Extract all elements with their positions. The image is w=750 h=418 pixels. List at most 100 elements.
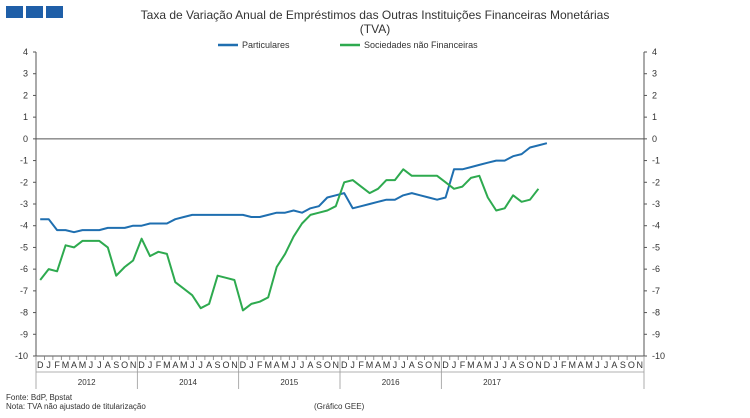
x-tick-label: A [105, 360, 111, 370]
y-tick-label-left: 2 [23, 90, 28, 100]
note-text: Nota: TVA não ajustado de titularização [6, 402, 146, 411]
x-tick-label: S [620, 360, 626, 370]
y-tick-label-right: -10 [652, 351, 665, 361]
x-tick-label: J [46, 360, 51, 370]
x-tick-label: A [476, 360, 482, 370]
x-tick-label: M [281, 360, 289, 370]
x-tick-label: J [249, 360, 254, 370]
y-tick-label-right: -1 [652, 156, 660, 166]
x-tick-label: S [417, 360, 423, 370]
x-tick-label: J [97, 360, 102, 370]
x-tick-label: D [138, 360, 145, 370]
year-label: 2015 [280, 378, 298, 387]
x-tick-label: F [561, 360, 567, 370]
y-tick-label-left: -8 [20, 308, 28, 318]
x-tick-label: M [568, 360, 576, 370]
x-tick-label: S [316, 360, 322, 370]
y-tick-label-right: -5 [652, 242, 660, 252]
source-note: Fonte: BdP, Bpstat Nota: TVA não ajustad… [6, 393, 146, 411]
x-tick-label: O [222, 360, 229, 370]
x-tick-label: M [163, 360, 171, 370]
x-tick-label: N [231, 360, 238, 370]
x-tick-label: S [113, 360, 119, 370]
x-tick-label: A [510, 360, 516, 370]
x-tick-label: O [121, 360, 128, 370]
x-tick-label: S [215, 360, 221, 370]
logo-block [26, 6, 43, 18]
x-tick-label: J [553, 360, 558, 370]
x-tick-label: D [544, 360, 551, 370]
x-tick-label: M [585, 360, 593, 370]
x-tick-label: A [71, 360, 77, 370]
logo-block [6, 6, 23, 18]
x-tick-label: J [452, 360, 457, 370]
y-tick-label-left: 0 [23, 134, 28, 144]
x-tick-label: J [350, 360, 355, 370]
y-tick-label-right: -6 [652, 264, 660, 274]
source-text: Fonte: BdP, Bpstat [6, 393, 73, 402]
x-tick-label: A [611, 360, 617, 370]
y-tick-label-left: -5 [20, 242, 28, 252]
year-label: 2017 [483, 378, 501, 387]
x-tick-label: A [274, 360, 280, 370]
y-tick-label-right: -7 [652, 286, 660, 296]
y-tick-label-right: -9 [652, 329, 660, 339]
logo-block [46, 6, 63, 18]
series-line-sociedades [39, 168, 540, 312]
x-tick-label: D [341, 360, 348, 370]
x-tick-label: J [595, 360, 600, 370]
y-tick-label-right: 3 [652, 69, 657, 79]
x-tick-label: A [172, 360, 178, 370]
y-tick-label-left: -10 [15, 351, 28, 361]
x-tick-label: A [375, 360, 381, 370]
x-tick-label: A [409, 360, 415, 370]
x-tick-label: S [519, 360, 525, 370]
chart-title-line2: (TVA) [359, 22, 391, 36]
y-tick-label-left: -3 [20, 199, 28, 209]
year-label: 2012 [78, 378, 96, 387]
y-tick-label-left: -6 [20, 264, 28, 274]
legend-label: Sociedades não Financeiras [364, 40, 478, 50]
y-tick-label-right: -2 [652, 177, 660, 187]
y-tick-label-left: 1 [23, 112, 28, 122]
chart-title: Taxa de Variação Anual de Empréstimos da… [0, 8, 750, 36]
x-tick-label: O [425, 360, 432, 370]
x-tick-label: J [502, 360, 507, 370]
x-tick-label: D [442, 360, 449, 370]
x-tick-label: D [240, 360, 247, 370]
y-tick-label-left: 3 [23, 69, 28, 79]
x-tick-label: M [62, 360, 70, 370]
y-tick-label-left: -9 [20, 329, 28, 339]
x-tick-label: M [467, 360, 475, 370]
y-tick-label-left: -2 [20, 177, 28, 187]
y-tick-label-left: -7 [20, 286, 28, 296]
x-tick-label: F [358, 360, 364, 370]
year-label: 2016 [382, 378, 400, 387]
gee-logo-icon [6, 6, 63, 18]
x-tick-label: F [54, 360, 60, 370]
x-tick-label: A [206, 360, 212, 370]
x-tick-label: J [393, 360, 398, 370]
x-tick-label: J [494, 360, 499, 370]
y-tick-label-right: 1 [652, 112, 657, 122]
y-tick-label-right: 4 [652, 47, 657, 57]
x-tick-label: M [264, 360, 272, 370]
x-tick-label: O [628, 360, 635, 370]
x-tick-label: M [180, 360, 188, 370]
series-line-particulares [40, 142, 548, 234]
credit-text: (Gráfico GEE) [314, 402, 365, 411]
x-tick-label: J [89, 360, 94, 370]
y-tick-label-left: -4 [20, 221, 28, 231]
x-tick-label: D [37, 360, 44, 370]
x-tick-label: A [307, 360, 313, 370]
x-tick-label: N [434, 360, 441, 370]
x-tick-label: M [79, 360, 87, 370]
x-tick-label: J [198, 360, 203, 370]
y-tick-label-right: -3 [652, 199, 660, 209]
x-tick-label: N [333, 360, 340, 370]
x-tick-label: J [148, 360, 153, 370]
x-tick-label: N [637, 360, 644, 370]
x-tick-label: O [324, 360, 331, 370]
x-tick-label: J [291, 360, 296, 370]
